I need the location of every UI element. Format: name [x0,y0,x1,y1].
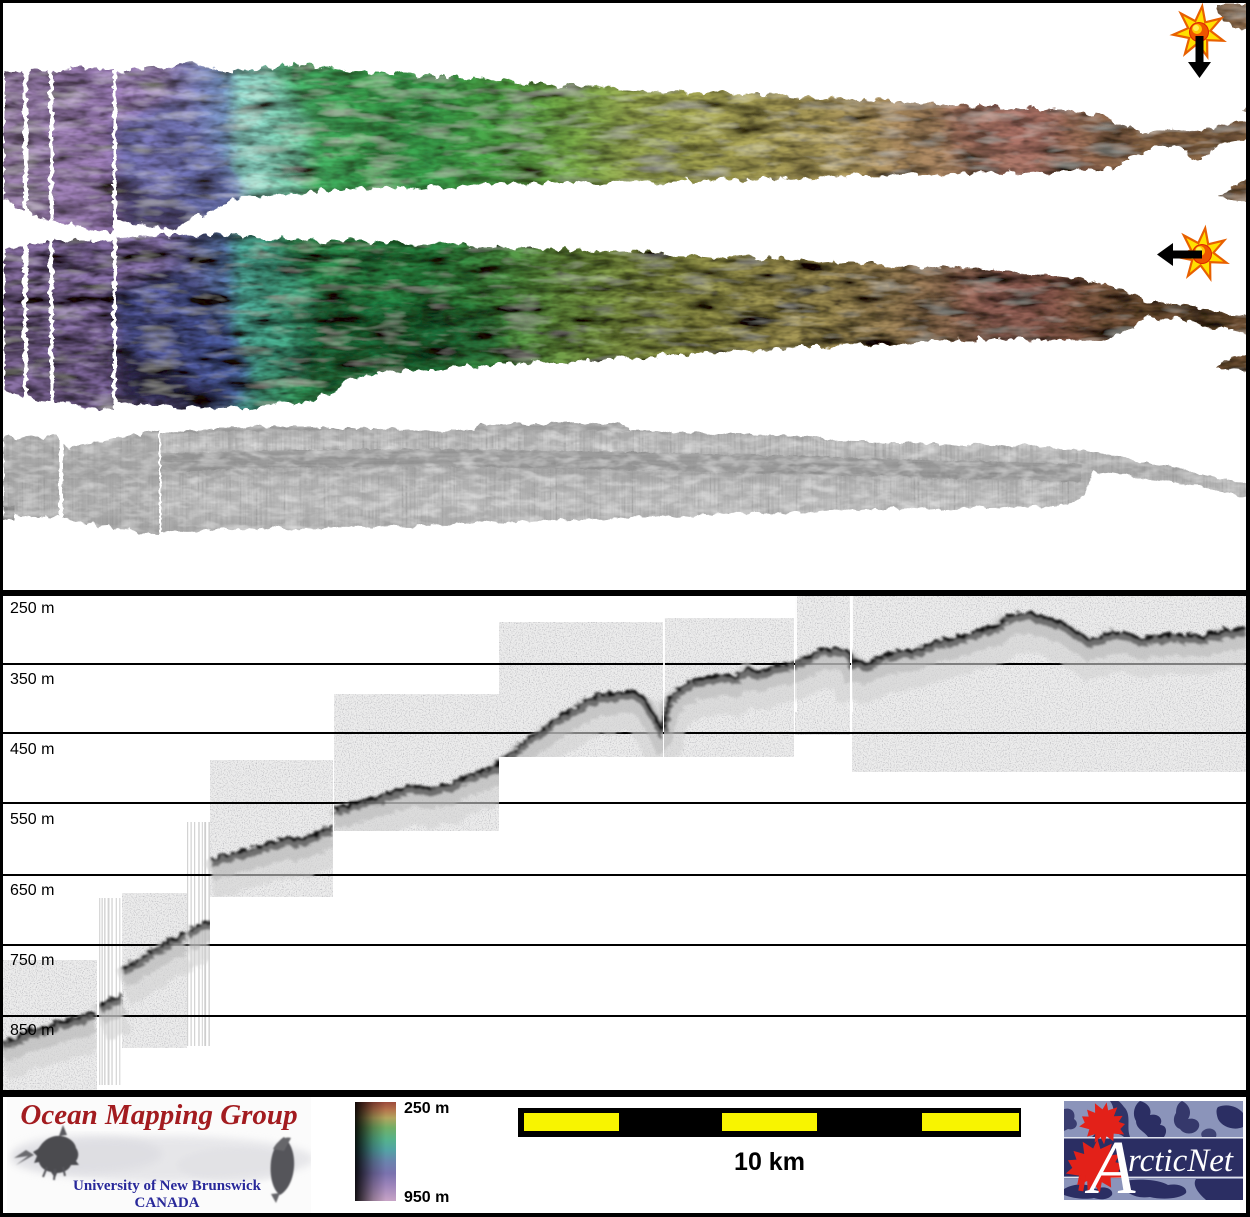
svg-text:Ocean Mapping Group: Ocean Mapping Group [20,1099,297,1131]
svg-text:rcticNet: rcticNet [1128,1143,1234,1179]
svg-text:250 m: 250 m [10,600,54,617]
svg-text:550 m: 550 m [10,811,54,828]
svg-text:350 m: 350 m [10,671,54,688]
svg-text:750 m: 750 m [10,952,54,969]
svg-text:University of New Brunswick: University of New Brunswick [73,1178,262,1194]
svg-text:CANADA: CANADA [135,1195,200,1211]
svg-text:450 m: 450 m [10,741,54,758]
svg-text:650 m: 650 m [10,882,54,899]
svg-text:850 m: 850 m [10,1022,54,1039]
svg-text:A: A [1084,1126,1136,1200]
